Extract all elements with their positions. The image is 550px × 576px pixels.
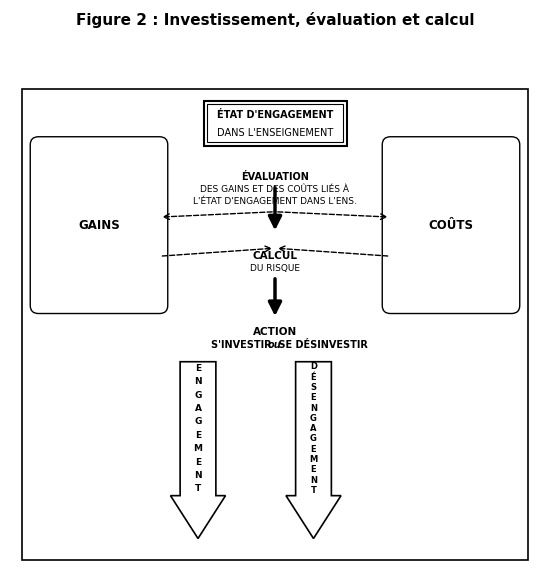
FancyBboxPatch shape <box>382 137 520 313</box>
Text: G: G <box>194 418 202 426</box>
Bar <box>22 89 528 560</box>
Text: COÛTS: COÛTS <box>428 219 474 232</box>
Text: ACTION: ACTION <box>253 327 297 338</box>
Text: DANS L'ENSEIGNEMENT: DANS L'ENSEIGNEMENT <box>217 128 333 138</box>
Text: E: E <box>311 465 316 475</box>
Text: E: E <box>311 445 316 454</box>
Text: ÉTAT D'ENGAGEMENT: ÉTAT D'ENGAGEMENT <box>217 110 333 120</box>
Text: E: E <box>195 458 201 467</box>
Text: S: S <box>311 383 316 392</box>
Text: G: G <box>310 414 317 423</box>
Text: N: N <box>310 404 317 412</box>
Text: N: N <box>194 377 202 386</box>
Text: DES GAINS ET DES COÛTS LIÉS À
L'ÉTAT D'ENGAGEMENT DANS L'ENS.: DES GAINS ET DES COÛTS LIÉS À L'ÉTAT D'E… <box>193 185 357 206</box>
Text: E: E <box>195 431 201 440</box>
Text: Figure 2 : Investissement, évaluation et calcul: Figure 2 : Investissement, évaluation et… <box>76 12 474 28</box>
FancyBboxPatch shape <box>30 137 168 313</box>
Bar <box>207 104 343 142</box>
Text: D: D <box>310 362 317 372</box>
Text: E: E <box>195 364 201 373</box>
Text: CALCUL: CALCUL <box>252 251 298 261</box>
Text: S'INVESTIR: S'INVESTIR <box>211 340 275 350</box>
Text: A: A <box>310 424 317 433</box>
Text: A: A <box>195 404 201 413</box>
Polygon shape <box>170 362 226 539</box>
Text: ou: ou <box>268 340 282 350</box>
Text: SE DÉSINVESTIR: SE DÉSINVESTIR <box>275 340 368 350</box>
Text: GAINS: GAINS <box>78 219 120 232</box>
Bar <box>204 101 346 146</box>
Polygon shape <box>286 362 341 539</box>
Text: N: N <box>310 476 317 484</box>
Text: N: N <box>194 471 202 480</box>
Text: G: G <box>194 391 202 400</box>
Text: G: G <box>310 434 317 444</box>
Text: DU RISQUE: DU RISQUE <box>250 264 300 273</box>
Text: E: E <box>311 393 316 402</box>
Text: M: M <box>309 455 318 464</box>
Text: É: É <box>311 373 316 382</box>
Text: T: T <box>195 484 201 494</box>
Text: M: M <box>194 444 202 453</box>
Text: ÉVALUATION: ÉVALUATION <box>241 172 309 182</box>
Text: T: T <box>311 486 316 495</box>
